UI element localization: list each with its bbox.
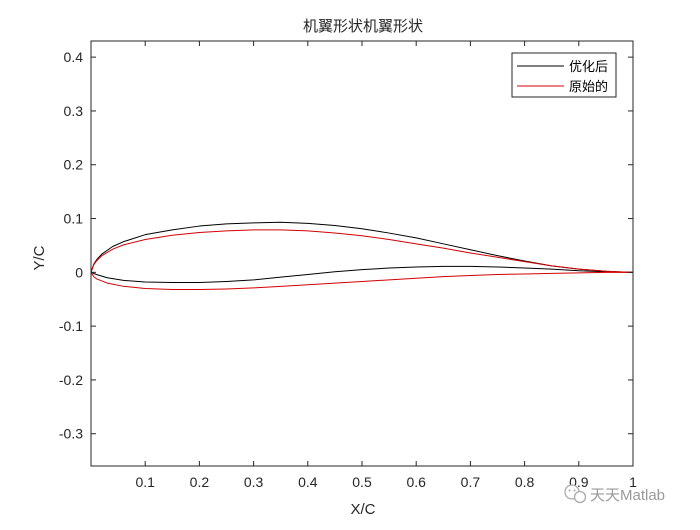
chart-title: 机翼形状机翼形状 xyxy=(303,18,423,35)
x-tick-label: 0.4 xyxy=(298,474,318,490)
x-tick-label: 1 xyxy=(629,474,637,490)
series-original xyxy=(90,229,634,291)
y-tick-label: 0.2 xyxy=(64,157,84,173)
legend-box xyxy=(511,52,617,98)
y-tick-label: 0.3 xyxy=(64,103,84,119)
series-layer xyxy=(90,221,634,291)
watermark: 天天Matlab xyxy=(564,484,665,504)
series-line-original-lower xyxy=(90,271,633,291)
wechat-icon xyxy=(564,484,587,504)
legend-label-original: 原始的 xyxy=(569,79,608,94)
x-tick-label: 0.1 xyxy=(135,474,155,490)
legend: 优化后 原始的 xyxy=(511,52,617,98)
plot-area xyxy=(91,41,633,466)
x-tick-label: 0.6 xyxy=(406,474,426,490)
series-line-optimized-lower xyxy=(90,265,634,284)
y-tick-label: 0 xyxy=(75,264,83,280)
y-axis-label: Y/C xyxy=(31,245,48,270)
y-tick-label: -0.1 xyxy=(59,318,83,334)
x-tick-label: 0.3 xyxy=(244,474,264,490)
x-tick-label: 0.8 xyxy=(515,474,535,490)
y-tick-label: 0.1 xyxy=(64,211,84,227)
series-line-original-upper xyxy=(90,229,634,273)
plot-background xyxy=(91,41,633,466)
legend-label-optimized: 优化后 xyxy=(569,59,608,74)
y-tick-label: -0.2 xyxy=(59,372,83,388)
x-tick-label: 0.2 xyxy=(190,474,210,490)
x-tick-label: 0.7 xyxy=(461,474,481,490)
y-tick-label: -0.3 xyxy=(59,426,83,442)
x-axis-label: X/C xyxy=(350,501,375,518)
y-tick-label: 0.4 xyxy=(64,49,84,65)
x-tick-label: 0.5 xyxy=(352,474,372,490)
watermark-text: 天天Matlab xyxy=(590,487,665,504)
